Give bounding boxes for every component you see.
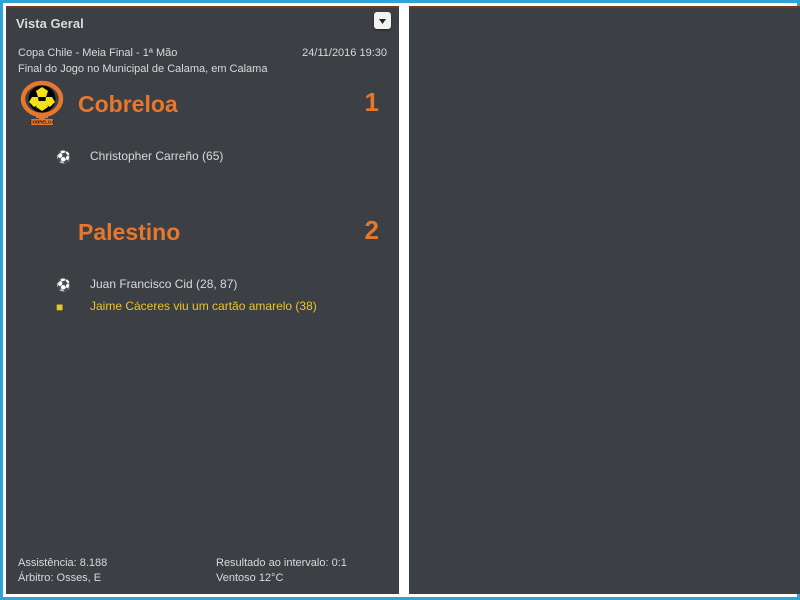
- svg-text:COBRELOA: COBRELOA: [30, 119, 55, 124]
